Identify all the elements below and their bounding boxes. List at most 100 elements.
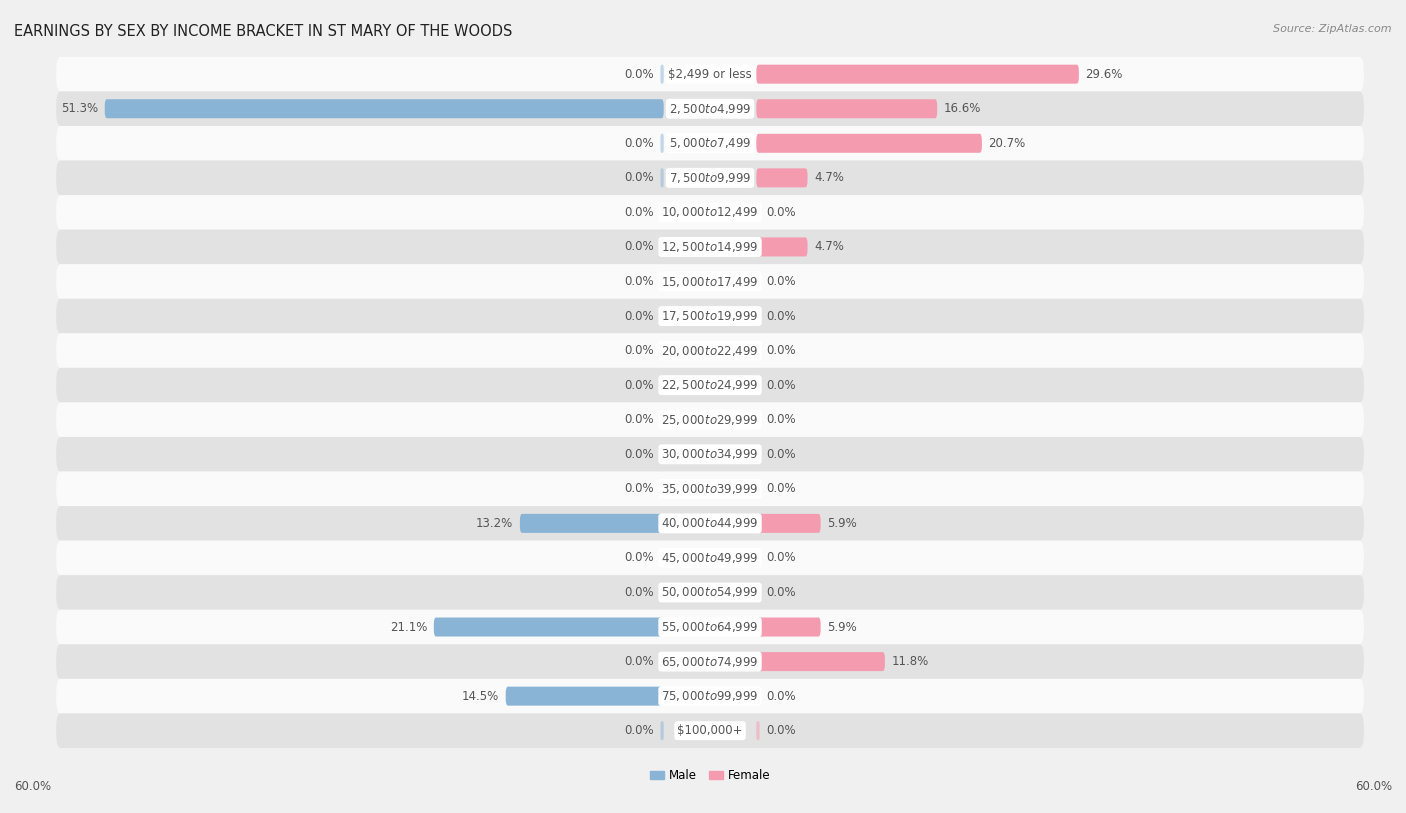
Text: 13.2%: 13.2% [477,517,513,530]
FancyBboxPatch shape [56,298,1364,333]
FancyBboxPatch shape [661,341,664,360]
Text: 0.0%: 0.0% [766,586,796,599]
Text: $40,000 to $44,999: $40,000 to $44,999 [661,516,759,530]
FancyBboxPatch shape [56,576,1364,610]
Text: $2,499 or less: $2,499 or less [668,67,752,80]
FancyBboxPatch shape [661,272,664,291]
Text: 0.0%: 0.0% [624,379,654,392]
FancyBboxPatch shape [56,541,1364,576]
FancyBboxPatch shape [756,721,759,740]
FancyBboxPatch shape [756,65,1078,84]
FancyBboxPatch shape [661,549,664,567]
FancyBboxPatch shape [756,618,821,637]
Text: $17,500 to $19,999: $17,500 to $19,999 [661,309,759,323]
Text: 0.0%: 0.0% [766,482,796,495]
FancyBboxPatch shape [56,437,1364,472]
FancyBboxPatch shape [56,264,1364,298]
Text: 11.8%: 11.8% [891,655,929,668]
FancyBboxPatch shape [756,237,807,256]
FancyBboxPatch shape [56,402,1364,437]
Text: 0.0%: 0.0% [766,275,796,288]
Text: $75,000 to $99,999: $75,000 to $99,999 [661,689,759,703]
FancyBboxPatch shape [661,411,664,429]
FancyBboxPatch shape [756,307,759,325]
FancyBboxPatch shape [56,644,1364,679]
Text: 0.0%: 0.0% [766,413,796,426]
Text: 16.6%: 16.6% [943,102,981,115]
FancyBboxPatch shape [756,134,981,153]
FancyBboxPatch shape [104,99,664,118]
FancyBboxPatch shape [56,91,1364,126]
FancyBboxPatch shape [756,411,759,429]
Text: $12,500 to $14,999: $12,500 to $14,999 [661,240,759,254]
FancyBboxPatch shape [661,203,664,222]
Text: 20.7%: 20.7% [988,137,1026,150]
Text: $2,500 to $4,999: $2,500 to $4,999 [669,102,751,115]
FancyBboxPatch shape [56,472,1364,506]
Text: $15,000 to $17,499: $15,000 to $17,499 [661,275,759,289]
Text: 0.0%: 0.0% [766,206,796,219]
Text: 0.0%: 0.0% [624,241,654,254]
FancyBboxPatch shape [661,583,664,602]
FancyBboxPatch shape [756,514,821,533]
Text: 51.3%: 51.3% [60,102,98,115]
FancyBboxPatch shape [756,583,759,602]
Text: 21.1%: 21.1% [389,620,427,633]
FancyBboxPatch shape [661,721,664,740]
Text: 0.0%: 0.0% [624,724,654,737]
Text: 0.0%: 0.0% [624,344,654,357]
Text: 60.0%: 60.0% [1355,780,1392,793]
Text: $5,000 to $7,499: $5,000 to $7,499 [669,137,751,150]
FancyBboxPatch shape [661,237,664,256]
FancyBboxPatch shape [56,714,1364,748]
FancyBboxPatch shape [56,506,1364,541]
Text: $22,500 to $24,999: $22,500 to $24,999 [661,378,759,392]
Text: 60.0%: 60.0% [14,780,51,793]
Text: 0.0%: 0.0% [624,275,654,288]
Text: $100,000+: $100,000+ [678,724,742,737]
Text: 0.0%: 0.0% [624,586,654,599]
Text: 0.0%: 0.0% [624,551,654,564]
Text: 0.0%: 0.0% [766,724,796,737]
FancyBboxPatch shape [661,134,664,153]
Text: $7,500 to $9,999: $7,500 to $9,999 [669,171,751,185]
Text: $65,000 to $74,999: $65,000 to $74,999 [661,654,759,668]
Legend: Male, Female: Male, Female [645,764,775,787]
Text: 0.0%: 0.0% [766,448,796,461]
FancyBboxPatch shape [661,652,664,671]
FancyBboxPatch shape [756,99,938,118]
FancyBboxPatch shape [756,687,759,706]
FancyBboxPatch shape [56,126,1364,161]
Text: 0.0%: 0.0% [624,448,654,461]
Text: 4.7%: 4.7% [814,241,844,254]
Text: 0.0%: 0.0% [624,655,654,668]
Text: $30,000 to $34,999: $30,000 to $34,999 [661,447,759,461]
Text: $20,000 to $22,499: $20,000 to $22,499 [661,344,759,358]
Text: 29.6%: 29.6% [1085,67,1123,80]
FancyBboxPatch shape [756,549,759,567]
Text: 0.0%: 0.0% [624,413,654,426]
FancyBboxPatch shape [56,333,1364,367]
FancyBboxPatch shape [434,618,664,637]
FancyBboxPatch shape [756,341,759,360]
Text: $50,000 to $54,999: $50,000 to $54,999 [661,585,759,599]
Text: 0.0%: 0.0% [624,310,654,323]
Text: 0.0%: 0.0% [624,482,654,495]
Text: 0.0%: 0.0% [624,67,654,80]
FancyBboxPatch shape [756,652,884,671]
Text: 5.9%: 5.9% [827,517,856,530]
Text: $35,000 to $39,999: $35,000 to $39,999 [661,482,759,496]
Text: 5.9%: 5.9% [827,620,856,633]
FancyBboxPatch shape [56,229,1364,264]
Text: Source: ZipAtlas.com: Source: ZipAtlas.com [1274,24,1392,34]
FancyBboxPatch shape [756,272,759,291]
Text: $45,000 to $49,999: $45,000 to $49,999 [661,551,759,565]
FancyBboxPatch shape [56,195,1364,229]
FancyBboxPatch shape [56,367,1364,402]
Text: $10,000 to $12,499: $10,000 to $12,499 [661,206,759,220]
Text: 0.0%: 0.0% [624,137,654,150]
FancyBboxPatch shape [661,65,664,84]
Text: 0.0%: 0.0% [766,310,796,323]
Text: 0.0%: 0.0% [624,206,654,219]
Text: 0.0%: 0.0% [766,379,796,392]
